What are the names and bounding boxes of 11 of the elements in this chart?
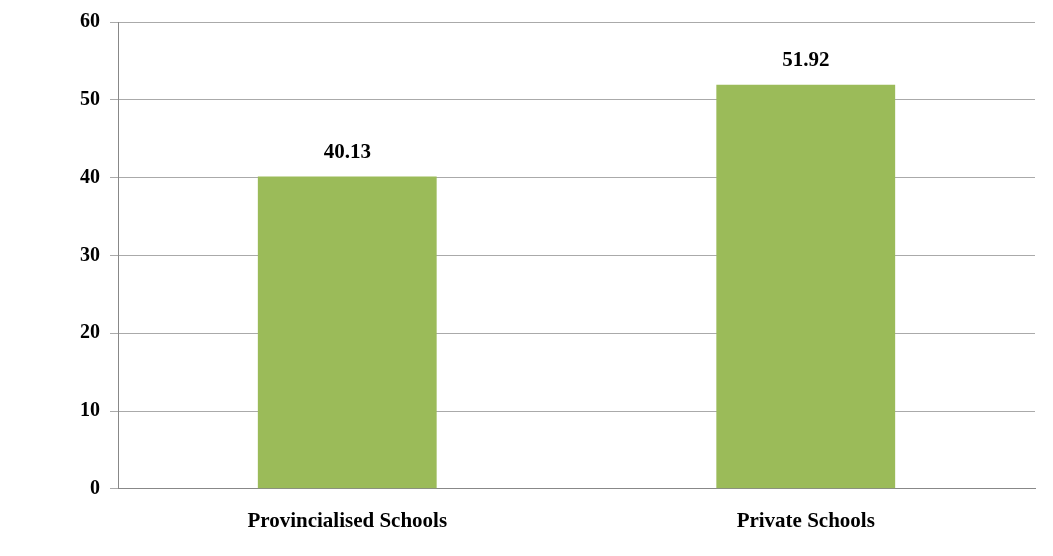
y-tick-label: 10 bbox=[80, 398, 100, 421]
data-label: 51.92 bbox=[782, 46, 830, 71]
x-tick-label: Private Schools bbox=[736, 507, 875, 532]
x-tick-label: Provincialised Schools bbox=[247, 507, 448, 532]
data-label: 40.13 bbox=[323, 138, 371, 163]
y-tick-label: 30 bbox=[80, 242, 100, 265]
y-tick-label: 40 bbox=[80, 164, 100, 187]
y-tick-label: 60 bbox=[80, 9, 100, 32]
y-tick-label: 50 bbox=[80, 86, 100, 109]
y-tick-label: 0 bbox=[90, 475, 100, 498]
y-tick-label: 20 bbox=[80, 320, 100, 343]
